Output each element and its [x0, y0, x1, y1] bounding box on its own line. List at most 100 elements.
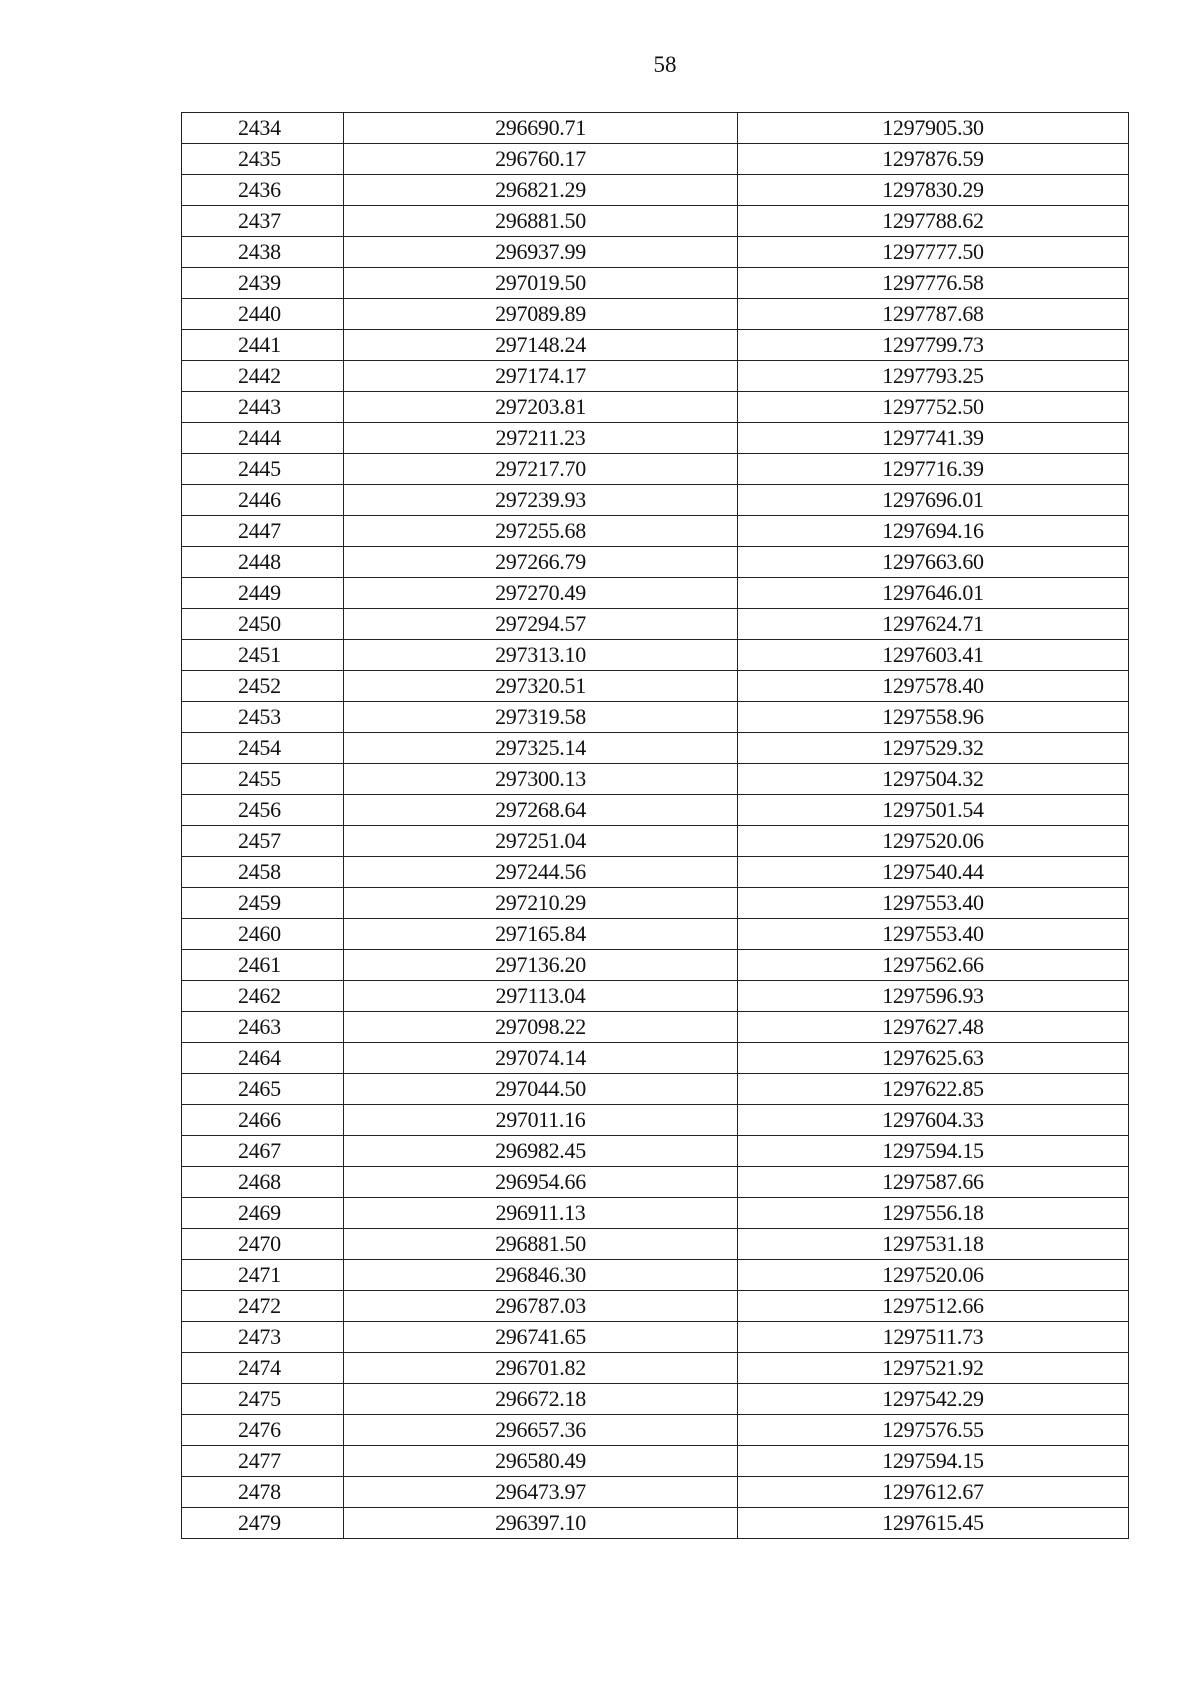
point-number-cell: 2455 — [181, 763, 344, 795]
point-number-cell: 2463 — [181, 1011, 344, 1043]
y-coordinate-cell: 1297504.32 — [737, 763, 1129, 795]
y-coordinate-cell: 1297741.39 — [737, 422, 1129, 454]
table-row: 2446 297239.93 1297696.01 — [181, 484, 1129, 516]
point-number-cell: 2453 — [181, 701, 344, 733]
y-coordinate-cell: 1297777.50 — [737, 236, 1129, 268]
table-row: 2445 297217.70 1297716.39 — [181, 453, 1129, 485]
y-coordinate-cell: 1297529.32 — [737, 732, 1129, 764]
x-coordinate-cell: 297044.50 — [343, 1073, 738, 1105]
x-coordinate-cell: 297211.23 — [343, 422, 738, 454]
x-coordinate-cell: 297113.04 — [343, 980, 738, 1012]
table-row: 2442 297174.17 1297793.25 — [181, 360, 1129, 392]
point-number-cell: 2466 — [181, 1104, 344, 1136]
table-row: 2440 297089.89 1297787.68 — [181, 298, 1129, 330]
point-number-cell: 2452 — [181, 670, 344, 702]
point-number-cell: 2442 — [181, 360, 344, 392]
point-number-cell: 2436 — [181, 174, 344, 206]
table-row: 2448 297266.79 1297663.60 — [181, 546, 1129, 578]
x-coordinate-cell: 296672.18 — [343, 1383, 738, 1415]
x-coordinate-cell: 296821.29 — [343, 174, 738, 206]
x-coordinate-cell: 296690.71 — [343, 112, 738, 144]
x-coordinate-cell: 297270.49 — [343, 577, 738, 609]
point-number-cell: 2440 — [181, 298, 344, 330]
table-row: 2467 296982.45 1297594.15 — [181, 1135, 1129, 1167]
y-coordinate-cell: 1297612.67 — [737, 1476, 1129, 1508]
table-row: 2437 296881.50 1297788.62 — [181, 205, 1129, 237]
x-coordinate-cell: 296741.65 — [343, 1321, 738, 1353]
y-coordinate-cell: 1297603.41 — [737, 639, 1129, 671]
x-coordinate-cell: 297319.58 — [343, 701, 738, 733]
table-row: 2438 296937.99 1297777.50 — [181, 236, 1129, 268]
table-row: 2473 296741.65 1297511.73 — [181, 1321, 1129, 1353]
x-coordinate-cell: 297019.50 — [343, 267, 738, 299]
table-row: 2460 297165.84 1297553.40 — [181, 918, 1129, 950]
point-number-cell: 2450 — [181, 608, 344, 640]
table-row: 2469 296911.13 1297556.18 — [181, 1197, 1129, 1229]
table-row: 2441 297148.24 1297799.73 — [181, 329, 1129, 361]
table-row: 2456 297268.64 1297501.54 — [181, 794, 1129, 826]
table-row: 2474 296701.82 1297521.92 — [181, 1352, 1129, 1384]
point-number-cell: 2441 — [181, 329, 344, 361]
y-coordinate-cell: 1297562.66 — [737, 949, 1129, 981]
point-number-cell: 2468 — [181, 1166, 344, 1198]
point-number-cell: 2437 — [181, 205, 344, 237]
table-row: 2477 296580.49 1297594.15 — [181, 1445, 1129, 1477]
x-coordinate-cell: 296911.13 — [343, 1197, 738, 1229]
point-number-cell: 2448 — [181, 546, 344, 578]
x-coordinate-cell: 296881.50 — [343, 1228, 738, 1260]
x-coordinate-cell: 296760.17 — [343, 143, 738, 175]
table-row: 2464 297074.14 1297625.63 — [181, 1042, 1129, 1074]
y-coordinate-cell: 1297540.44 — [737, 856, 1129, 888]
y-coordinate-cell: 1297622.85 — [737, 1073, 1129, 1105]
table-row: 2453 297319.58 1297558.96 — [181, 701, 1129, 733]
y-coordinate-cell: 1297716.39 — [737, 453, 1129, 485]
y-coordinate-cell: 1297776.58 — [737, 267, 1129, 299]
x-coordinate-cell: 296473.97 — [343, 1476, 738, 1508]
x-coordinate-cell: 297251.04 — [343, 825, 738, 857]
point-number-cell: 2461 — [181, 949, 344, 981]
point-number-cell: 2454 — [181, 732, 344, 764]
point-number-cell: 2471 — [181, 1259, 344, 1291]
x-coordinate-cell: 296881.50 — [343, 205, 738, 237]
y-coordinate-cell: 1297752.50 — [737, 391, 1129, 423]
y-coordinate-cell: 1297604.33 — [737, 1104, 1129, 1136]
x-coordinate-cell: 296937.99 — [343, 236, 738, 268]
y-coordinate-cell: 1297542.29 — [737, 1383, 1129, 1415]
x-coordinate-cell: 297136.20 — [343, 949, 738, 981]
x-coordinate-cell: 297148.24 — [343, 329, 738, 361]
y-coordinate-cell: 1297587.66 — [737, 1166, 1129, 1198]
table-row: 2435 296760.17 1297876.59 — [181, 143, 1129, 175]
point-number-cell: 2462 — [181, 980, 344, 1012]
y-coordinate-cell: 1297905.30 — [737, 112, 1129, 144]
point-number-cell: 2451 — [181, 639, 344, 671]
y-coordinate-cell: 1297531.18 — [737, 1228, 1129, 1260]
point-number-cell: 2447 — [181, 515, 344, 547]
table-row: 2479 296397.10 1297615.45 — [181, 1507, 1129, 1539]
point-number-cell: 2470 — [181, 1228, 344, 1260]
y-coordinate-cell: 1297876.59 — [737, 143, 1129, 175]
point-number-cell: 2479 — [181, 1507, 344, 1539]
table-row: 2458 297244.56 1297540.44 — [181, 856, 1129, 888]
point-number-cell: 2444 — [181, 422, 344, 454]
x-coordinate-cell: 296580.49 — [343, 1445, 738, 1477]
point-number-cell: 2469 — [181, 1197, 344, 1229]
table-row: 2466 297011.16 1297604.33 — [181, 1104, 1129, 1136]
y-coordinate-cell: 1297624.71 — [737, 608, 1129, 640]
table-row: 2436 296821.29 1297830.29 — [181, 174, 1129, 206]
y-coordinate-cell: 1297799.73 — [737, 329, 1129, 361]
x-coordinate-cell: 296701.82 — [343, 1352, 738, 1384]
table-row: 2476 296657.36 1297576.55 — [181, 1414, 1129, 1446]
y-coordinate-cell: 1297553.40 — [737, 887, 1129, 919]
point-number-cell: 2476 — [181, 1414, 344, 1446]
table-row: 2471 296846.30 1297520.06 — [181, 1259, 1129, 1291]
y-coordinate-cell: 1297696.01 — [737, 484, 1129, 516]
x-coordinate-cell: 297300.13 — [343, 763, 738, 795]
y-coordinate-cell: 1297594.15 — [737, 1135, 1129, 1167]
point-number-cell: 2458 — [181, 856, 344, 888]
x-coordinate-cell: 297313.10 — [343, 639, 738, 671]
x-coordinate-cell: 296657.36 — [343, 1414, 738, 1446]
y-coordinate-cell: 1297520.06 — [737, 825, 1129, 857]
x-coordinate-cell: 297098.22 — [343, 1011, 738, 1043]
x-coordinate-cell: 297210.29 — [343, 887, 738, 919]
point-number-cell: 2446 — [181, 484, 344, 516]
